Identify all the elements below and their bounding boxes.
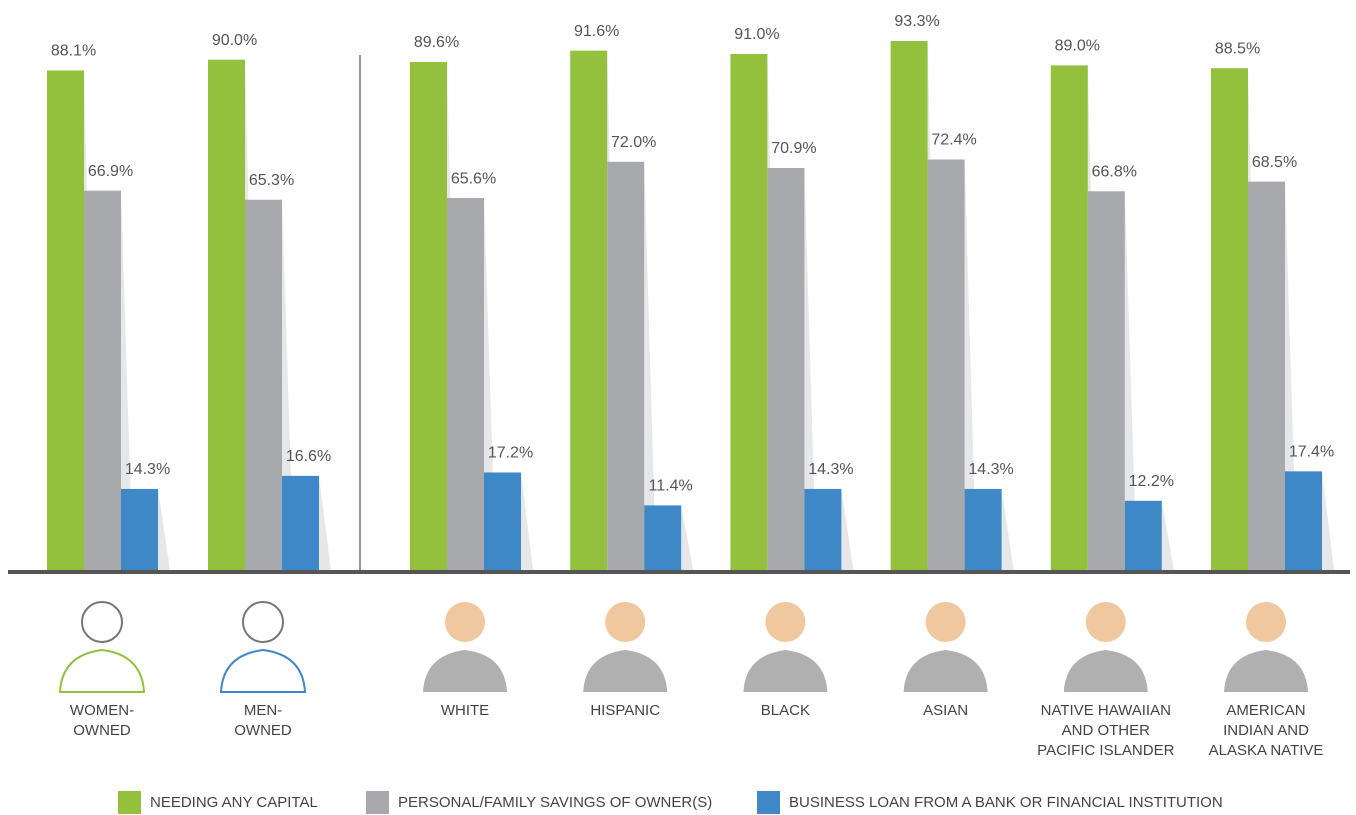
bar-shadow: [644, 161, 657, 570]
bar: [447, 198, 484, 570]
value-label: 88.5%: [1215, 40, 1260, 57]
category-label: WHITE: [440, 702, 490, 719]
bar: [1124, 500, 1162, 570]
bar: [1087, 191, 1125, 570]
bar: [964, 488, 1002, 570]
person-head: [925, 602, 966, 642]
person-head: [1246, 602, 1286, 642]
value-label: 65.6%: [451, 170, 496, 187]
legend-label: NEEDING ANY CAPITAL: [150, 794, 318, 811]
value-label: 70.9%: [771, 140, 816, 157]
value-label: 88.1%: [51, 43, 96, 60]
value-label: 89.0%: [1055, 38, 1100, 55]
legend-swatch: [757, 791, 780, 814]
bar-shadow: [319, 475, 331, 570]
value-label: 66.9%: [88, 163, 133, 180]
legend-swatch: [366, 791, 389, 814]
value-label: 72.4%: [931, 132, 976, 149]
person-body: [1063, 650, 1148, 692]
value-label: 91.0%: [734, 26, 779, 43]
value-label: 72.0%: [611, 134, 656, 151]
person-body: [219, 648, 307, 693]
bar: [208, 59, 245, 570]
value-label: 17.2%: [488, 445, 533, 462]
category-label: BLACK: [760, 702, 810, 719]
bar: [282, 475, 319, 570]
person-head: [605, 602, 646, 642]
value-label: 65.3%: [249, 172, 294, 189]
value-label: 12.2%: [1129, 473, 1174, 490]
category-label: MEN- OWNED: [234, 702, 292, 739]
legend-label: BUSINESS LOAN FROM A BANK OR FINANCIAL I…: [789, 794, 1223, 811]
bar-shadow: [1001, 488, 1014, 570]
value-label: 91.6%: [574, 23, 619, 40]
bar: [804, 488, 842, 570]
category-label: WOMEN- OWNED: [69, 702, 135, 739]
bar: [1211, 68, 1248, 570]
value-label: 93.3%: [894, 13, 939, 30]
bar-shadow: [121, 190, 133, 570]
person-head: [1085, 602, 1126, 642]
person-body: [743, 650, 828, 692]
bar: [767, 167, 805, 570]
person-head: [242, 601, 284, 643]
value-label: 14.3%: [125, 461, 170, 478]
value-label: 17.4%: [1289, 444, 1334, 461]
legend-label: PERSONAL/FAMILY SAVINGS OF OWNER(S): [398, 794, 712, 811]
person-body: [58, 648, 146, 693]
bar: [1050, 65, 1088, 571]
value-label: 16.6%: [286, 448, 331, 465]
category-label: AMERICAN INDIAN AND ALASKA NATIVE: [1208, 702, 1324, 759]
value-label: 14.3%: [968, 461, 1013, 478]
category-label: HISPANIC: [590, 702, 661, 719]
category-label: ASIAN: [923, 702, 969, 719]
bar-shadow: [158, 488, 170, 570]
bar: [1285, 471, 1322, 570]
bar-shadow: [521, 472, 533, 570]
value-label: 14.3%: [808, 461, 853, 478]
bar: [927, 159, 965, 570]
bar: [730, 54, 768, 570]
person-head: [445, 602, 485, 642]
value-label: 66.8%: [1092, 163, 1137, 180]
bar: [570, 50, 608, 571]
bar: [1248, 181, 1285, 571]
bar: [644, 505, 682, 570]
bar: [84, 190, 121, 570]
value-label: 68.5%: [1252, 154, 1297, 171]
bar: [607, 161, 645, 570]
value-label: 89.6%: [414, 34, 459, 51]
bar-shadow: [964, 159, 977, 570]
bar-shadow: [1322, 471, 1334, 570]
bar: [47, 70, 84, 571]
person-body: [583, 650, 668, 692]
bar: [890, 40, 928, 570]
bar-shadow: [1161, 500, 1174, 570]
person-body: [903, 650, 988, 692]
person-head: [81, 601, 123, 643]
value-label: 11.4%: [649, 478, 693, 495]
bar-shadow: [841, 488, 854, 570]
bar-shadow: [804, 167, 817, 570]
category-label: NATIVE HAWAIIAN AND OTHER PACIFIC ISLAND…: [1037, 702, 1175, 759]
bar: [121, 488, 158, 570]
bar: [410, 61, 447, 571]
legend-swatch: [118, 791, 141, 814]
bar: [484, 472, 521, 570]
bar-shadow: [681, 505, 694, 570]
bar-shadow: [1124, 191, 1137, 570]
bar: [245, 199, 282, 570]
person-head: [765, 602, 806, 642]
person-body: [1224, 650, 1308, 692]
person-body: [423, 650, 507, 692]
value-label: 90.0%: [212, 32, 257, 49]
